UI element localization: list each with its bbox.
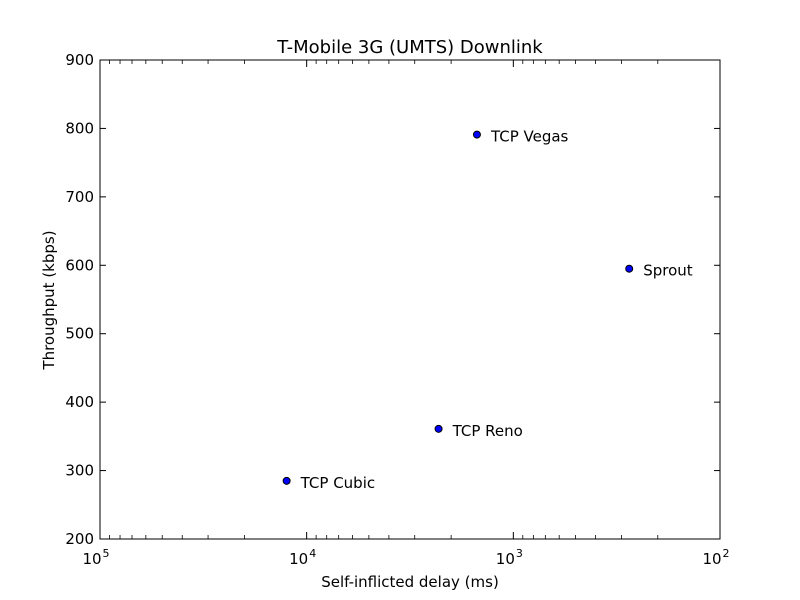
y-tick-label: 600 (65, 256, 94, 274)
data-point-label: TCP Vegas (490, 128, 569, 146)
data-point (434, 424, 443, 433)
y-tick-label: 300 (65, 462, 94, 480)
y-tick-label: 500 (65, 325, 94, 343)
y-tick-label: 900 (65, 51, 94, 69)
data-point-label: Sprout (643, 262, 693, 280)
data-point (472, 130, 481, 139)
y-tick-label: 400 (65, 393, 94, 411)
plot-area-frame (99, 59, 721, 540)
y-tick-label: 200 (65, 530, 94, 548)
data-point (625, 264, 634, 273)
data-points: TCP Vegas Sprout TCP Reno TCP Cubic (282, 128, 693, 492)
data-point (282, 476, 291, 485)
y-tick-label: 800 (65, 119, 94, 137)
x-axis-label: Self-inflicted delay (ms) (321, 573, 499, 591)
data-point-label: TCP Cubic (300, 474, 376, 492)
data-point-label: TCP Reno (452, 422, 523, 440)
chart-title: T-Mobile 3G (UMTS) Downlink (276, 37, 543, 58)
y-axis-label: Throughput (kbps) (40, 230, 58, 370)
y-tick-label: 700 (65, 188, 94, 206)
